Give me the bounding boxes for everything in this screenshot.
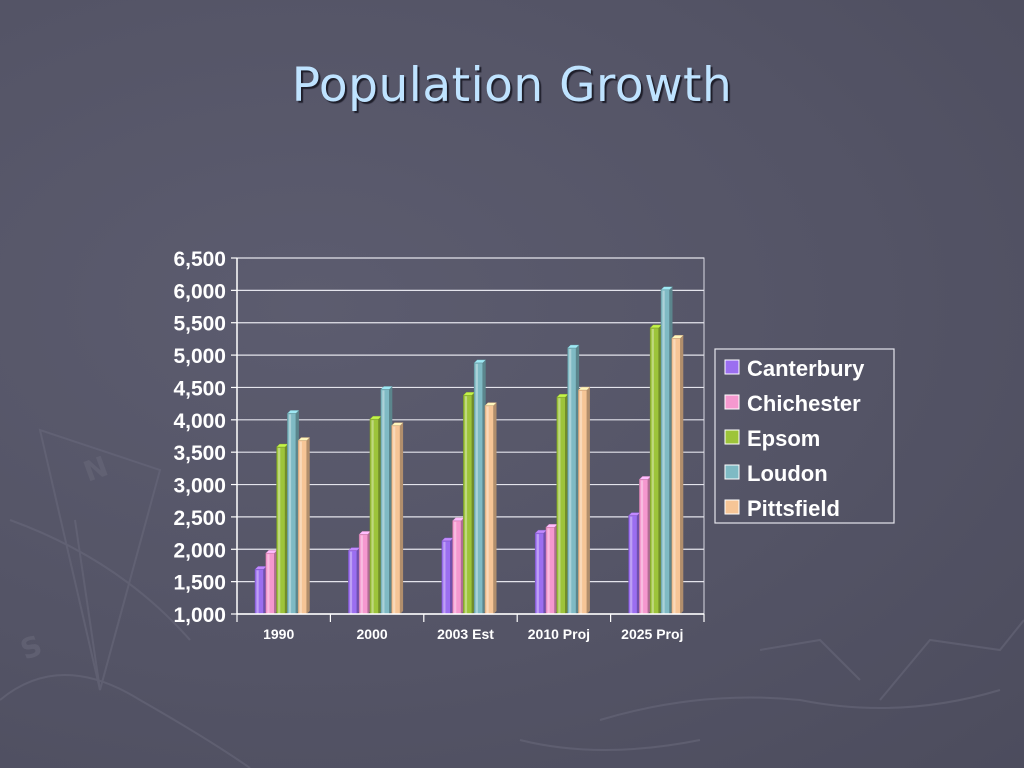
x-tick-label: 2003 Est	[437, 626, 494, 642]
legend-item-chichester: Chichester	[724, 391, 861, 416]
bar-chichester-1990	[265, 549, 278, 615]
y-tick-label: 1,500	[173, 572, 226, 595]
y-tick-label: 1,000	[173, 604, 226, 627]
legend-label: Epsom	[747, 426, 820, 451]
bar-loudon-2000	[380, 386, 393, 615]
legend-swatch	[724, 429, 740, 445]
bar-pittsfield-2025-proj	[671, 335, 684, 615]
y-tick-label: 2,500	[173, 507, 226, 530]
bar-epsom-2000	[369, 415, 382, 615]
bars	[254, 286, 684, 615]
legend-swatch	[724, 499, 740, 515]
y-tick-label: 6,500	[173, 248, 226, 271]
x-tick-label: 1990	[263, 626, 294, 642]
slide-title: Population Growth	[291, 58, 733, 113]
legend-label: Chichester	[747, 391, 861, 416]
bar-canterbury-2010-proj	[534, 529, 548, 615]
bar-loudon-2003-est	[473, 359, 487, 615]
x-tick-label: 2025 Proj	[621, 626, 683, 642]
bar-pittsfield-2003-est	[484, 402, 497, 615]
bar-epsom-2010-proj	[556, 393, 569, 615]
bar-chichester-2000	[358, 531, 372, 615]
legend-label: Canterbury	[747, 356, 865, 381]
legend-item-epsom: Epsom	[724, 426, 820, 451]
bar-loudon-2010-proj	[567, 344, 580, 615]
bar-chichester-2025-proj	[638, 476, 652, 615]
bar-loudon-1990	[286, 410, 300, 615]
y-tick-label: 3,000	[173, 475, 226, 498]
bar-canterbury-2000	[347, 547, 361, 615]
bar-chichester-2010-proj	[545, 524, 558, 615]
y-tick-label: 4,500	[173, 377, 226, 400]
y-tick-label: 2,000	[173, 539, 226, 562]
legend-item-loudon: Loudon	[724, 461, 828, 486]
bar-epsom-2003-est	[462, 392, 476, 615]
bar-canterbury-1990	[254, 566, 267, 615]
y-tick-label: 5,500	[173, 313, 226, 336]
bar-pittsfield-1990	[297, 437, 311, 615]
y-tick-label: 6,000	[173, 280, 226, 303]
bar-pittsfield-2000	[391, 422, 404, 615]
y-tick-label: 3,500	[173, 442, 226, 465]
legend: Canterbury Chichester Epsom Loudon Pittsfiel…	[714, 348, 895, 524]
y-tick-label: 5,000	[173, 345, 226, 368]
x-tick-label: 2010 Proj	[528, 626, 590, 642]
legend-swatch	[724, 394, 740, 410]
y-tick-label: 4,000	[173, 410, 226, 433]
legend-swatch	[724, 464, 740, 480]
legend-item-canterbury: Canterbury	[724, 356, 865, 381]
x-tick-label: 2000	[357, 626, 388, 642]
legend-label: Pittsfield	[747, 496, 840, 521]
legend-swatch	[724, 359, 740, 375]
legend-item-pittsfield: Pittsfield	[724, 496, 840, 521]
bar-loudon-2025-proj	[660, 286, 673, 615]
bar-epsom-1990	[276, 443, 289, 615]
bar-chichester-2003-est	[452, 517, 465, 615]
bar-epsom-2025-proj	[649, 324, 663, 615]
bar-canterbury-2025-proj	[628, 512, 641, 615]
bar-canterbury-2003-est	[441, 537, 454, 615]
axes: 1,000 1,500 2,000 2,500 3,000 3,500 4,000 4,500…	[173, 248, 705, 642]
legend-box	[714, 348, 895, 524]
bar-pittsfield-2010-proj	[577, 386, 591, 615]
legend-label: Loudon	[747, 461, 828, 486]
